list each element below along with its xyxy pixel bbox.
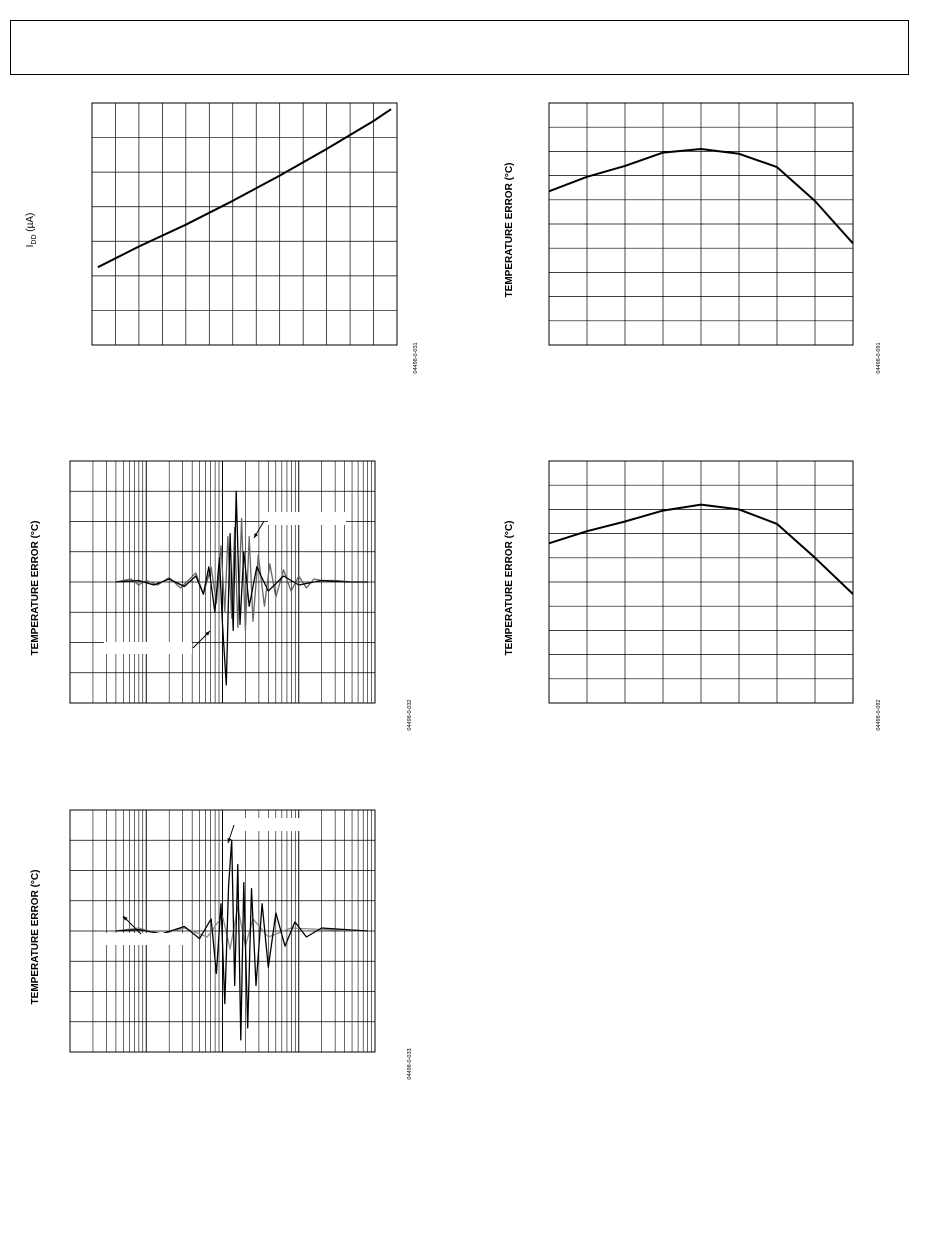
- callout-arrowhead: [227, 838, 232, 843]
- figure-id: 04498-0-033: [407, 1048, 413, 1079]
- series-line-1: [548, 503, 854, 595]
- plot-frame: [548, 460, 854, 704]
- chart-grid: [70, 810, 375, 1052]
- chart-middle-right: TEMPERATURE ERROR (°C) 04498-0-092: [504, 460, 882, 731]
- callout-arrowhead: [123, 916, 128, 921]
- chart-grid: [92, 103, 397, 345]
- callout: [104, 630, 211, 654]
- y-axis-label-subscript: DD: [31, 234, 38, 244]
- plot-frame: [548, 102, 854, 346]
- figure-id: 04498-0-091: [876, 342, 882, 373]
- figure-id: 04498-0-032: [407, 699, 413, 730]
- page-header-box: [10, 20, 909, 75]
- series-line-1: [115, 517, 368, 632]
- chart-bottom-left: TEMPERATURE ERROR (°C) 04498-0-033: [30, 809, 413, 1080]
- callout-arrowhead: [205, 631, 210, 636]
- series-line-1: [97, 108, 392, 269]
- figure-id: 04498-0-092: [876, 699, 882, 730]
- y-axis-label-unit: (µA): [25, 213, 36, 235]
- chart-middle-left: TEMPERATURE ERROR (°C) 04498-0-032: [30, 460, 413, 731]
- callout-arrowhead: [254, 533, 259, 538]
- series-line-1: [548, 148, 854, 245]
- plot-frame: [69, 460, 376, 704]
- callout: [227, 818, 317, 844]
- chart-grid: [549, 461, 853, 703]
- y-axis-label: TEMPERATURE ERROR (°C): [30, 870, 41, 1005]
- y-axis-label: TEMPERATURE ERROR (°C): [504, 163, 515, 298]
- callout-label-box: [104, 933, 184, 945]
- chart-grid: [549, 103, 853, 345]
- callout-label-box: [268, 512, 346, 525]
- series-line-2: [115, 490, 368, 686]
- callout-label-box: [235, 818, 317, 831]
- y-axis-label: IDD (µA): [25, 213, 38, 248]
- series-line-2: [115, 839, 368, 1041]
- chart-top-right: TEMPERATURE ERROR (°C) 04498-0-091: [504, 102, 882, 374]
- y-axis-label: TEMPERATURE ERROR (°C): [30, 521, 41, 656]
- figure-id: 04498-0-031: [413, 342, 419, 373]
- plot-frame: [69, 809, 376, 1053]
- callout: [253, 512, 346, 539]
- chart-top-left: IDD (µA) 04498-0-031: [25, 102, 419, 374]
- y-axis-label: TEMPERATURE ERROR (°C): [504, 521, 515, 656]
- callout: [104, 915, 184, 945]
- plot-frame: [91, 102, 398, 346]
- callout-label-box: [104, 642, 192, 654]
